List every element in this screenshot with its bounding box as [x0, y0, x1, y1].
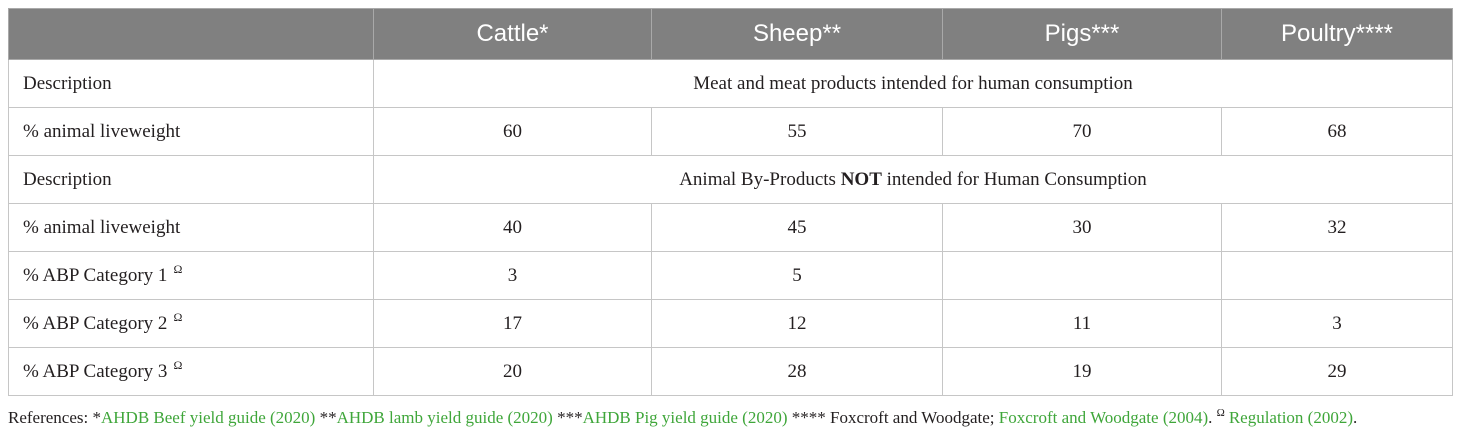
header-sheep: Sheep**: [651, 8, 943, 60]
description-text-end: intended for Human Consumption: [881, 168, 1147, 190]
value-cell-pigs: 30: [942, 203, 1222, 252]
row-label-text: % ABP Category 3: [23, 360, 168, 382]
value-cell-pigs: 11: [942, 299, 1222, 348]
value-cell-cattle: 17: [373, 299, 652, 348]
livestock-yield-table: Cattle* Sheep** Pigs*** Poultry**** Desc…: [8, 8, 1453, 396]
value-cell-poultry: 3: [1221, 299, 1453, 348]
omega-superscript: Ω: [173, 261, 183, 276]
header-row: Cattle* Sheep** Pigs*** Poultry****: [8, 8, 1453, 60]
row-label: % ABP Category 3 Ω: [8, 347, 374, 396]
reference-link-foxcroft-woodgate[interactable]: Foxcroft and Woodgate (2004): [998, 408, 1209, 427]
table-row: Description Meat and meat products inten…: [8, 59, 1453, 108]
references-footnote: References: *AHDB Beef yield guide (2020…: [8, 404, 1357, 432]
references-text: .: [1208, 408, 1217, 427]
header-poultry: Poultry****: [1221, 8, 1453, 60]
row-label-text: % ABP Category 2: [23, 312, 168, 334]
header-pigs: Pigs***: [942, 8, 1222, 60]
references-text: References: *: [8, 408, 101, 427]
value-cell-cattle: 20: [373, 347, 652, 396]
row-label: % animal liveweight: [8, 107, 374, 156]
value-cell-pigs: 70: [942, 107, 1222, 156]
reference-link-ahdb-pig[interactable]: AHDB Pig yield guide (2020): [582, 408, 788, 427]
table-row: Description Animal By-Products NOT inten…: [8, 155, 1453, 204]
header-blank-cell: [8, 8, 374, 60]
value-cell-poultry: 29: [1221, 347, 1453, 396]
table-row: % animal liveweight 60 55 70 68: [8, 107, 1453, 156]
references-text: ***: [552, 408, 583, 427]
row-label: Description: [8, 155, 374, 204]
value-cell-pigs: [942, 251, 1222, 300]
table-row: % animal liveweight 40 45 30 32: [8, 203, 1453, 252]
value-cell-sheep: 5: [651, 251, 943, 300]
references-text: **** Foxcroft and Woodgate;: [787, 408, 999, 427]
references-text: .: [1353, 408, 1358, 427]
row-label: % ABP Category 2 Ω: [8, 299, 374, 348]
row-label: Description: [8, 59, 374, 108]
value-cell-sheep: 55: [651, 107, 943, 156]
description-text-start: Animal By-Products: [679, 168, 841, 190]
description-emphasis: NOT: [840, 168, 882, 190]
omega-superscript: Ω: [173, 357, 183, 372]
references-text: **: [315, 408, 337, 427]
row-label: % animal liveweight: [8, 203, 374, 252]
value-cell-cattle: 60: [373, 107, 652, 156]
value-cell-poultry: [1221, 251, 1453, 300]
value-cell-cattle: 3: [373, 251, 652, 300]
reference-link-ahdb-lamb[interactable]: AHDB lamb yield guide (2020): [336, 408, 553, 427]
table-row: % ABP Category 2 Ω 17 12 11 3: [8, 299, 1453, 348]
value-cell-sheep: 12: [651, 299, 943, 348]
value-cell-sheep: 28: [651, 347, 943, 396]
merged-description-cell: Animal By-Products NOT intended for Huma…: [373, 155, 1453, 204]
value-cell-poultry: 32: [1221, 203, 1453, 252]
value-cell-pigs: 19: [942, 347, 1222, 396]
table-row: % ABP Category 1 Ω 3 5: [8, 251, 1453, 300]
header-cattle: Cattle*: [373, 8, 652, 60]
merged-description-cell: Meat and meat products intended for huma…: [373, 59, 1453, 108]
value-cell-sheep: 45: [651, 203, 943, 252]
row-label-text: % ABP Category 1: [23, 264, 168, 286]
value-cell-cattle: 40: [373, 203, 652, 252]
omega-superscript: Ω: [173, 309, 183, 324]
value-cell-poultry: 68: [1221, 107, 1453, 156]
row-label: % ABP Category 1 Ω: [8, 251, 374, 300]
reference-link-regulation[interactable]: Regulation (2002): [1228, 408, 1353, 427]
table-row: % ABP Category 3 Ω 20 28 19 29: [8, 347, 1453, 396]
omega-superscript: Ω: [1216, 407, 1225, 419]
reference-link-ahdb-beef[interactable]: AHDB Beef yield guide (2020): [100, 408, 316, 427]
